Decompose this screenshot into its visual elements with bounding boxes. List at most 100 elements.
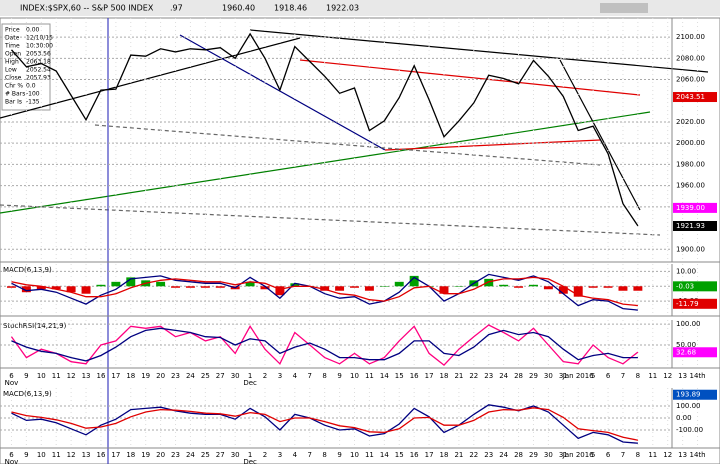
x-tick-label: 9 (337, 451, 341, 459)
y-tick-label: 1980.00 (676, 160, 705, 168)
period-label: Nov (5, 379, 19, 387)
x-tick-label: 24 (186, 372, 195, 380)
x-tick-label: 12 (67, 372, 76, 380)
x-tick-label: 30 (231, 451, 240, 459)
panel-title: MACD(6,13,9) (3, 390, 52, 398)
histogram-bar (439, 286, 449, 294)
x-tick-label: 8 (636, 451, 640, 459)
x-tick-label: 7 (621, 451, 625, 459)
x-tick-label: 11 (52, 372, 61, 380)
x-tick-label: 8 (322, 451, 326, 459)
histogram-bar (573, 286, 583, 297)
x-tick-label: 10 (350, 451, 359, 459)
info-value: 2063.18 (26, 59, 51, 66)
histogram-bar (275, 286, 285, 296)
x-tick-label: 11 (365, 372, 374, 380)
y-tick-label: 0.00 (676, 414, 692, 422)
histogram-bar (215, 286, 225, 288)
histogram-bar (588, 286, 598, 288)
x-tick-label: 30 (231, 372, 240, 380)
value-label: 32.68 (676, 348, 696, 356)
period-label: Dec (243, 379, 257, 387)
x-tick-label: 14th (689, 451, 705, 459)
x-tick-label: 23 (484, 451, 493, 459)
value-label: 1921.93 (676, 222, 705, 230)
histogram-bar (290, 283, 300, 287)
value-box (673, 389, 717, 400)
x-tick-label: 18 (126, 372, 135, 380)
x-tick-label: 24 (186, 451, 195, 459)
histogram-bar (171, 286, 180, 288)
value-label: 193.89 (676, 391, 701, 399)
trend-line (559, 59, 641, 211)
histogram-bar (379, 286, 389, 287)
histogram-bar (21, 286, 31, 293)
x-tick-label: 14 (380, 372, 389, 380)
info-value: -135 (26, 99, 40, 106)
info-value: 2053.56 (26, 51, 51, 58)
x-tick-label: 19 (141, 451, 150, 459)
x-tick-label: 6 (606, 451, 611, 459)
value-box (673, 281, 717, 292)
histogram-bar (185, 286, 195, 288)
x-tick-label: 24 (499, 372, 508, 380)
histogram-bar (484, 278, 494, 287)
x-tick-label: 9 (24, 451, 28, 459)
chart-title: INDEX:$SPX,60 -- S&P 500 INDEX (20, 4, 154, 13)
value-label: -0.03 (676, 282, 694, 290)
x-tick-label: 13 (82, 372, 91, 380)
histogram-bar (320, 286, 330, 291)
x-tick-label: 23 (171, 372, 180, 380)
x-tick-label: 17 (425, 451, 434, 459)
panel-title: StochRSI(14,21,9) (3, 322, 67, 330)
x-tick-label: 11 (52, 451, 61, 459)
info-value: 0.00 (26, 27, 40, 34)
x-tick-label: 9 (337, 372, 341, 380)
x-tick-label: 3 (278, 372, 282, 380)
x-tick-label: 16 (410, 372, 419, 380)
x-tick-label: 18 (440, 372, 449, 380)
value-box (673, 347, 717, 358)
x-tick-label: 18 (126, 451, 135, 459)
x-tick-label: 19 (141, 372, 150, 380)
trend-line (299, 59, 641, 96)
info-value: 2057.93 (26, 75, 51, 82)
histogram-bar (350, 286, 359, 288)
info-value: 12/10/15 (26, 35, 53, 42)
x-tick-label: 14 (380, 451, 389, 459)
histogram-bar (335, 286, 345, 291)
x-tick-label: 14th (689, 372, 705, 380)
info-label: Chr % (5, 83, 23, 90)
x-tick-label: 28 (514, 451, 523, 459)
info-value: 0.0 (26, 83, 36, 90)
toolbar-field: 1918.46 (274, 4, 307, 13)
x-tick-label: Jan 2016 (562, 372, 594, 380)
histogram-bar (603, 286, 613, 288)
x-tick-label: 13 (678, 372, 687, 380)
series-line (11, 407, 639, 441)
x-tick-label: 13 (82, 451, 91, 459)
x-tick-label: 16 (96, 451, 105, 459)
histogram-bar (633, 286, 643, 291)
frame (0, 17, 720, 464)
info-label: Low (5, 67, 17, 74)
x-tick-label: 17 (111, 372, 120, 380)
x-tick-label: 6 (606, 372, 611, 380)
info-label: High (5, 59, 19, 66)
series-line (11, 327, 638, 362)
info-label: Close (5, 75, 22, 82)
histogram-bar (454, 286, 464, 287)
histogram-bar (6, 286, 16, 288)
x-tick-label: Jan 2016 (562, 451, 594, 459)
histogram-bar (51, 286, 61, 290)
x-tick-label: 17 (425, 372, 434, 380)
value-label: -11.79 (676, 300, 699, 308)
y-tick-label: 50.00 (676, 341, 696, 349)
toolbar-button[interactable] (600, 3, 648, 13)
header-bar (0, 0, 720, 16)
x-tick-label: 7 (308, 451, 312, 459)
value-box (673, 202, 717, 213)
x-tick-label: 22 (469, 372, 478, 380)
